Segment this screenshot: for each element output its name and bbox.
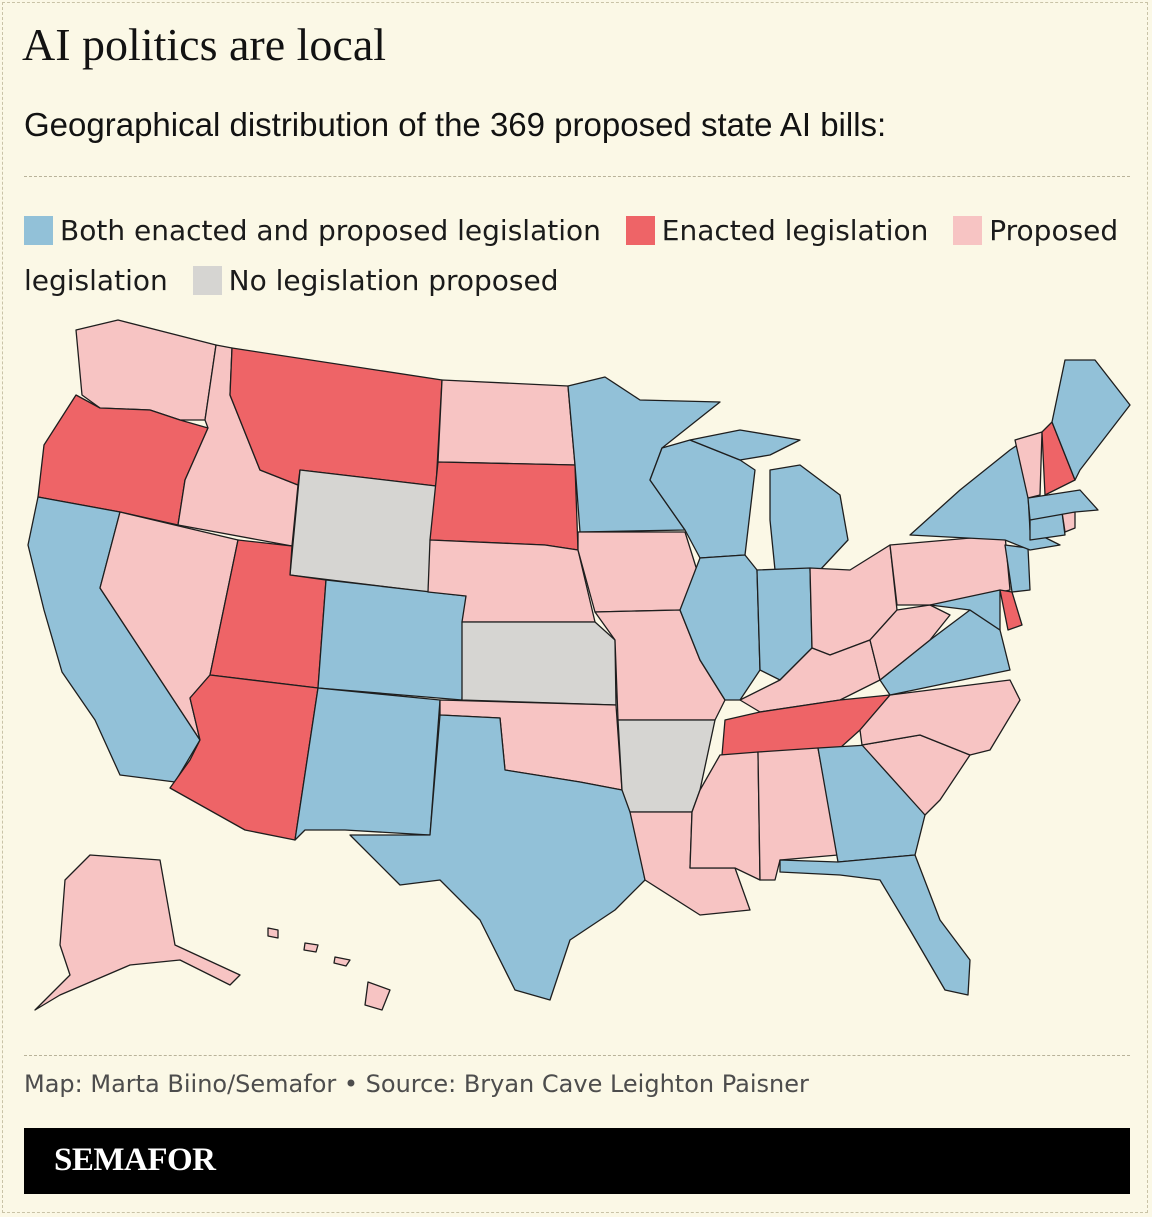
- state-WV: [869, 604, 951, 681]
- legend-item-both: Both enacted and proposed legislation: [24, 214, 601, 247]
- state-MT: [229, 347, 443, 487]
- brand-logo: SEMAFOR: [54, 1142, 216, 1178]
- state-MI: [689, 429, 849, 571]
- us-states-map: [27, 319, 1131, 1011]
- legend-label-both: Both enacted and proposed legislation: [60, 214, 601, 247]
- state-HI: [267, 927, 391, 1011]
- state-KS: [461, 621, 617, 706]
- state-NM: [294, 687, 441, 841]
- legend-label-none: No legislation proposed: [228, 264, 559, 297]
- state-WY: [289, 469, 437, 593]
- source-credit: Map: Marta Biino/Semafor • Source: Bryan…: [24, 1070, 809, 1098]
- legend-label-proposed: Proposed legislation: [24, 214, 1119, 297]
- legend-label-enacted: Enacted legislation: [661, 214, 929, 247]
- legend-swatch-both: [24, 216, 53, 245]
- legend-swatch-enacted: [625, 216, 655, 245]
- state-ND: [437, 379, 576, 466]
- legend-item-proposed: Proposed legislation: [24, 214, 1118, 297]
- state-SD: [429, 461, 579, 551]
- legend-item-enacted: Enacted legislation: [625, 214, 929, 247]
- divider-top: [24, 176, 1130, 177]
- divider-bottom: [24, 1055, 1130, 1056]
- state-FL: [779, 854, 971, 996]
- legend: Both enacted and proposed legislation En…: [24, 206, 1134, 306]
- state-AK: [34, 854, 241, 1011]
- legend-item-none: No legislation proposed: [192, 264, 559, 297]
- state-WA: [75, 319, 217, 421]
- legend-swatch-proposed: [953, 216, 983, 245]
- state-RI: [1061, 511, 1076, 533]
- state-NJ: [1004, 544, 1031, 593]
- state-VT: [1014, 431, 1043, 499]
- chart-title: AI politics are local: [22, 19, 387, 70]
- state-AZ: [169, 674, 319, 841]
- state-DE: [999, 589, 1023, 631]
- legend-swatch-none: [192, 266, 222, 295]
- state-MD: [929, 589, 1001, 631]
- state-TX: [349, 714, 646, 1001]
- state-MA: [1027, 489, 1099, 521]
- state-CO: [317, 579, 467, 701]
- state-NC: [859, 679, 1021, 756]
- chart-subtitle: Geographical distribution of the 369 pro…: [24, 106, 887, 143]
- state-GA: [817, 744, 926, 863]
- state-IA: [577, 531, 701, 613]
- state-ME: [1051, 359, 1131, 481]
- brand-bar: SEMAFOR: [24, 1128, 1130, 1194]
